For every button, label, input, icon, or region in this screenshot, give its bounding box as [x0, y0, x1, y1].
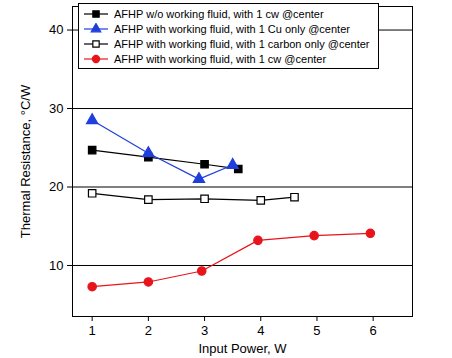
svg-text:40: 40 — [49, 22, 63, 37]
html-text:AFHP with working fluid, with: AFHP with working fluid, with 1 Cu only … — [114, 22, 350, 35]
svg-text:4: 4 — [257, 323, 264, 338]
svg-text:2: 2 — [145, 323, 152, 338]
svg-text:5: 5 — [313, 323, 320, 338]
svg-text:Input Power, W: Input Power, W — [198, 341, 287, 356]
html-text:AFHP with working fluid, with: AFHP with working fluid, with 1 carbon o… — [114, 37, 370, 50]
html-text:AFHP with working fluid, with: AFHP with working fluid, with 1 cw @cent… — [114, 52, 327, 65]
svg-text:30: 30 — [49, 101, 63, 116]
svg-text:20: 20 — [49, 179, 63, 194]
svg-text:Thermal Resistance, °C/W: Thermal Resistance, °C/W — [18, 84, 33, 238]
svg-text:1: 1 — [89, 323, 96, 338]
svg-text:6: 6 — [370, 323, 377, 338]
svg-text:3: 3 — [201, 323, 208, 338]
html-text:AFHP w/o working fluid, with 1: AFHP w/o working fluid, with 1 cw @cente… — [114, 7, 324, 20]
svg-text:10: 10 — [49, 258, 63, 273]
